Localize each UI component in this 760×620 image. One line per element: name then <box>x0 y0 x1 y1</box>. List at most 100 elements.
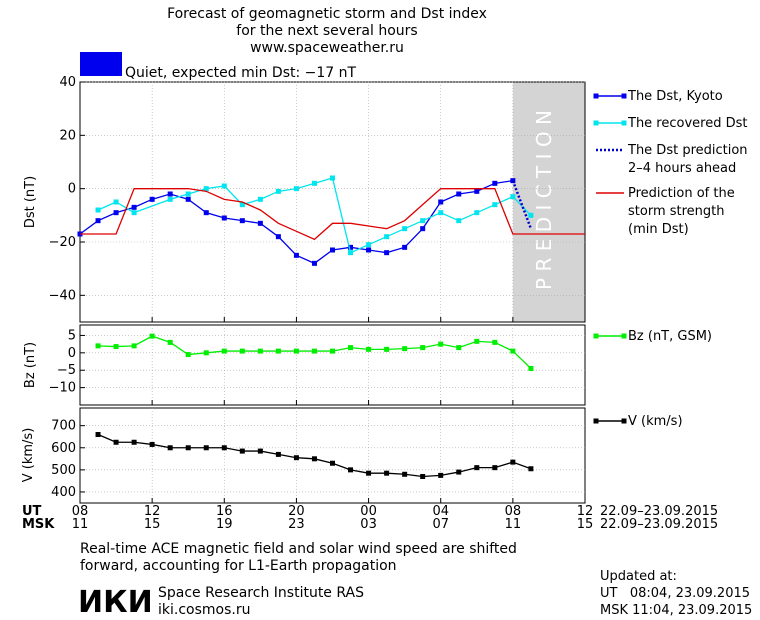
data-point-v <box>95 432 101 438</box>
data-point-kyoto <box>239 218 245 224</box>
msk-tick-label: 11 <box>505 517 522 532</box>
data-point-v <box>384 470 390 476</box>
legend-label-bz: Bz (nT, GSM) <box>628 329 712 344</box>
data-point-kyoto <box>149 196 155 202</box>
ut-tick-label: 00 <box>360 504 377 519</box>
legend-label-storm: Prediction of the <box>628 186 735 201</box>
v-axis-title: V (km/s) <box>21 428 36 483</box>
data-point-recovered <box>330 175 335 181</box>
data-point-kyoto <box>257 220 263 226</box>
data-point-v <box>257 448 263 454</box>
data-point-bz <box>221 348 227 354</box>
prediction-band-label: P R E D I C T I O N <box>532 110 556 290</box>
series-v <box>95 432 534 479</box>
legend-marker <box>593 333 599 339</box>
legend: The Dst, Kyoto The recovered Dst The Dst p… <box>593 89 748 429</box>
series-dst_pred <box>511 180 533 230</box>
data-point-v <box>149 441 155 447</box>
data-point-recovered <box>311 180 317 186</box>
data-point-recovered <box>257 196 263 202</box>
v-ytick-label: 600 <box>51 441 76 456</box>
status-text: Quiet, expected min Dst: −17 nT <box>125 65 357 81</box>
data-point-bz <box>293 348 299 354</box>
data-point-bz <box>366 346 372 352</box>
data-point-v <box>239 448 245 454</box>
v-ytick-label: 400 <box>51 485 76 500</box>
data-point-kyoto <box>185 196 191 202</box>
data-point-recovered <box>203 186 209 192</box>
msk-tick-label: 19 <box>216 517 233 532</box>
legend-marker <box>621 333 627 339</box>
data-point-bz <box>492 339 498 345</box>
data-point-v <box>492 465 498 471</box>
ut-tick-label: 08 <box>505 504 522 519</box>
data-point-kyoto <box>348 244 354 250</box>
data-point-recovered <box>239 202 245 208</box>
institute-site: iki.cosmos.ru <box>158 602 250 618</box>
data-point-kyoto <box>131 204 137 210</box>
ut-tick-label: 12 <box>144 504 161 519</box>
legend-marker <box>593 418 599 424</box>
series-kyoto <box>77 178 516 266</box>
legend-label-recovered: The recovered Dst <box>627 116 747 131</box>
updated-msk: MSK 11:04, 23.09.2015 <box>600 603 752 618</box>
source-url: www.spaceweather.ru <box>250 40 404 56</box>
data-point-bz <box>474 338 480 344</box>
data-point-kyoto <box>366 247 372 253</box>
series-line-storm <box>80 188 585 241</box>
data-point-bz <box>456 345 462 351</box>
series-bz <box>95 333 534 371</box>
msk-date-range: 22.09–23.09.2015 <box>600 517 718 532</box>
series-recovered <box>95 175 534 256</box>
data-point-v <box>510 459 516 465</box>
data-point-recovered <box>95 207 101 213</box>
dst-ytick-label: −40 <box>49 288 76 303</box>
data-point-kyoto <box>474 188 480 194</box>
data-point-bz <box>348 345 354 351</box>
ut-tick-label: 20 <box>288 504 305 519</box>
ut-tick-label: 08 <box>72 504 89 519</box>
ut-date-range: 22.09–23.09.2015 <box>600 504 718 519</box>
data-point-recovered <box>113 199 119 205</box>
ut-tick-label: 12 <box>577 504 594 519</box>
data-point-bz <box>131 343 137 349</box>
bz-axis-title: Bz (nT) <box>23 342 38 388</box>
data-point-kyoto <box>311 260 317 266</box>
chart-title-line2: for the next several hours <box>236 23 417 39</box>
legend-label-dst_pred: 2–4 hours ahead <box>628 161 736 176</box>
dst-axis-title: Dst (nT) <box>23 176 38 228</box>
legend-item-dst_pred: The Dst prediction 2–4 hours ahead <box>596 143 748 176</box>
data-point-v <box>402 471 408 477</box>
data-point-bz <box>239 348 245 354</box>
data-point-bz <box>167 339 173 345</box>
data-point-recovered <box>366 242 372 248</box>
legend-item-storm: Prediction of the storm strength (min Dst) <box>596 186 735 237</box>
data-point-v <box>456 469 462 475</box>
data-point-v <box>293 455 299 461</box>
bz-panel-frame <box>79 324 586 406</box>
data-point-v <box>330 460 335 466</box>
msk-tick-label: 15 <box>144 517 161 532</box>
data-point-bz <box>402 346 408 352</box>
institute-name: Space Research Institute RAS <box>158 585 364 601</box>
data-point-v <box>131 439 137 445</box>
legend-marker <box>621 418 627 424</box>
data-point-kyoto <box>384 250 390 256</box>
data-point-bz <box>420 345 426 351</box>
data-point-v <box>113 439 119 445</box>
data-point-bz <box>384 346 390 352</box>
data-point-kyoto <box>113 210 119 216</box>
data-point-recovered <box>492 202 498 208</box>
msk-tick-label: 03 <box>360 517 377 532</box>
status-color-swatch <box>80 52 122 76</box>
data-point-kyoto <box>492 180 498 186</box>
ut-tick-label: 16 <box>216 504 233 519</box>
data-point-kyoto <box>330 247 335 253</box>
data-point-recovered <box>384 234 390 240</box>
prediction-band <box>512 82 585 322</box>
legend-marker <box>593 120 599 126</box>
series-line-recovered <box>97 177 532 254</box>
data-point-kyoto <box>438 199 444 205</box>
legend-marker <box>593 93 599 99</box>
